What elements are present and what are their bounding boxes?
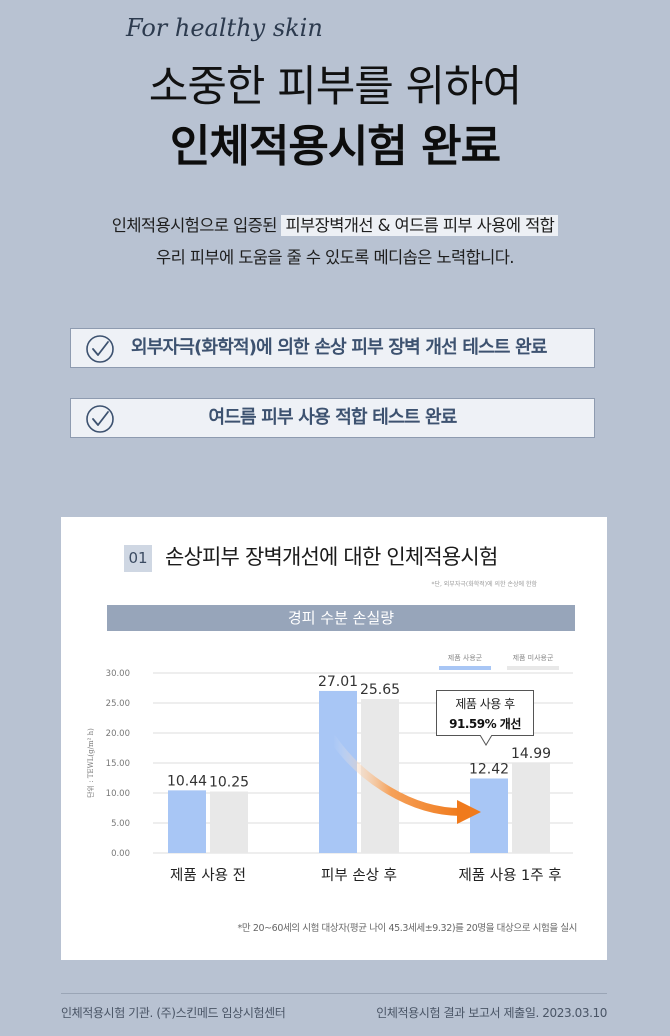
bar <box>470 778 508 853</box>
intro-line2: 우리 피부에 도움을 줄 수 있도록 메디솝은 노력합니다. <box>156 248 515 267</box>
bar <box>512 763 550 853</box>
bar-value-label: 12.42 <box>469 761 509 777</box>
badge-acne-test: 여드름 피부 사용 적합 테스트 완료 <box>70 398 595 438</box>
x-category-label: 제품 사용 전 <box>170 867 246 884</box>
y-tick-label: 15.00 <box>106 759 130 769</box>
bar-chart: 0.00 5.00 10.00 15.00 20.00 25.00 30.00 단위 : TE… <box>86 669 573 884</box>
y-tick-label: 10.00 <box>106 789 130 799</box>
bar-value-label: 10.44 <box>167 773 207 789</box>
bar <box>168 790 206 853</box>
check-circle-icon <box>86 335 114 363</box>
callout-line2: 91.59% 개선 <box>449 717 521 731</box>
bar-value-label: 27.01 <box>318 674 358 690</box>
badge-barrier-test: 외부자극(화학적)에 의한 손상 피부 장벽 개선 테스트 완료 <box>70 328 595 368</box>
badge-label: 외부자극(화학적)에 의한 손상 피부 장벽 개선 테스트 완료 <box>131 337 547 358</box>
callout-tail <box>479 735 493 746</box>
badge-label: 여드름 피부 사용 적합 테스트 완료 <box>208 407 458 428</box>
x-category-label: 제품 사용 1주 후 <box>458 867 561 884</box>
legend-swatch <box>507 666 559 670</box>
bar-value-label: 10.25 <box>209 775 249 791</box>
bar-value-label: 25.65 <box>360 682 400 698</box>
legend-label: 제품 미사용군 <box>512 654 554 662</box>
intro-highlight: 피부장벽개선 & 여드름 피부 사용에 적합 <box>281 215 559 236</box>
headline-line2: 인체적용시험 완료 <box>169 121 501 172</box>
bar-value-label: 14.99 <box>511 746 551 762</box>
legend-label: 제품 사용군 <box>447 654 483 662</box>
y-tick-label: 5.00 <box>111 819 130 829</box>
test-result-card: 01 손상피부 장벽개선에 대한 인체적용시험 *단, 외부자극(화학적)에 의… <box>61 517 607 960</box>
legend-item-unused: 제품 미사용군 <box>507 653 559 670</box>
chart-title: 경피 수분 손실량 <box>107 605 575 631</box>
y-axis-label: 단위 : TEWL(g/m² h) <box>86 728 95 798</box>
check-circle-icon <box>86 405 114 433</box>
trend-arrow-head <box>457 800 481 824</box>
y-tick-label: 30.00 <box>106 669 130 679</box>
footer-test-institution: 인체적용시험 기관. (주)스킨메드 임상시험센터 <box>61 1006 286 1020</box>
tagline: For healthy skin <box>126 14 323 42</box>
headline-line1: 소중한 피부를 위하여 <box>148 62 522 112</box>
y-tick-label: 25.00 <box>106 699 130 709</box>
callout-line1: 제품 사용 후 <box>455 697 515 711</box>
y-tick-label: 20.00 <box>106 729 130 739</box>
footer-divider <box>61 993 607 994</box>
trend-arrow <box>329 735 465 816</box>
intro-prefix: 인체적용시험으로 입증된 <box>111 216 278 235</box>
footnote: *만 20~60세의 시험 대상자(평균 나이 45.3세세±9.32)를 20… <box>237 923 578 934</box>
bar <box>319 690 357 853</box>
card-title: 손상피부 장벽개선에 대한 인체적용시험 <box>165 545 498 569</box>
card-number: 01 <box>124 545 152 572</box>
bar <box>210 791 248 853</box>
legend-swatch <box>439 666 491 670</box>
x-category-label: 피부 손상 후 <box>321 867 397 884</box>
intro-line1: 인체적용시험으로 입증된 피부장벽개선 & 여드름 피부 사용에 적합 <box>0 212 670 236</box>
y-tick-label: 0.00 <box>111 849 130 859</box>
card-note: *단, 외부자극(화학적)에 의한 손상에 한함 <box>431 581 537 588</box>
callout-box: 제품 사용 후 91.59% 개선 <box>436 690 534 736</box>
legend-item-used: 제품 사용군 <box>439 653 491 670</box>
footer-report-date: 인체적용시험 결과 보고서 제출일. 2023.03.10 <box>376 1006 607 1020</box>
